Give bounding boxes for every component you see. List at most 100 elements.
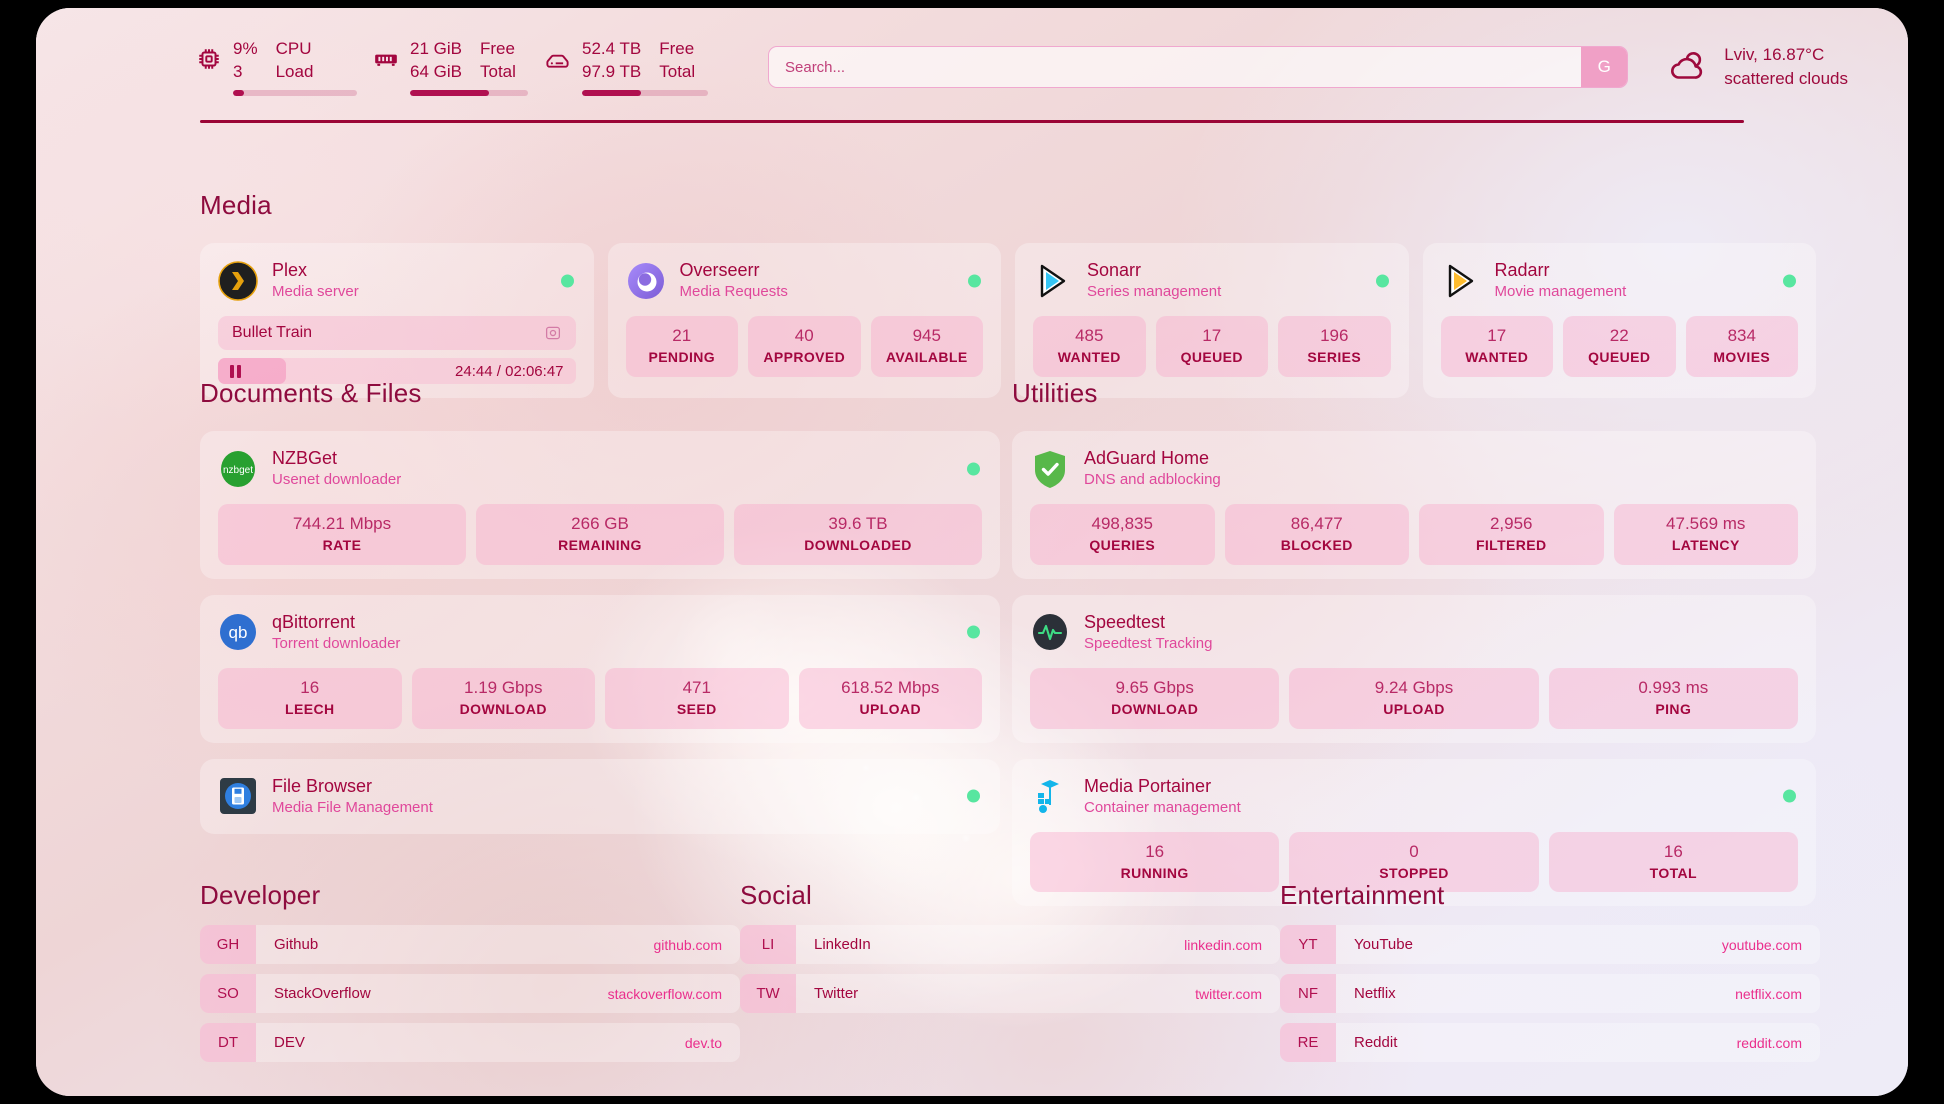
bookmark-item-linkedin[interactable]: LI LinkedIn linkedin.com: [740, 925, 1280, 964]
app-card-plex[interactable]: Plex Media server Bullet Train: [200, 243, 594, 399]
bookmark-title-entertainment: Entertainment: [1280, 880, 1445, 910]
now-playing-title: Bullet Train: [232, 324, 313, 342]
tile-value: 196: [1320, 326, 1349, 346]
tile-value: 1.19 Gbps: [464, 678, 543, 698]
tile-value: 39.6 TB: [828, 514, 888, 534]
radarr-icon: [1441, 261, 1481, 301]
tile-value: 945: [912, 326, 941, 346]
stat-tile: 22 QUEUED: [1563, 316, 1676, 377]
speedtest-icon: [1030, 612, 1070, 652]
app-card-file-browser[interactable]: File Browser Media File Management: [200, 758, 1000, 834]
app-sub-speedtest: Speedtest Tracking: [1084, 634, 1213, 652]
bookmark-item-reddit[interactable]: RE Reddit reddit.com: [1280, 1023, 1820, 1062]
stat-tile: 618.52 Mbps UPLOAD: [798, 668, 982, 729]
app-card-nzbget[interactable]: nzbget NZBGet Usenet downloader 744.21 M…: [200, 431, 1000, 579]
ram-icon: [373, 46, 399, 72]
stat-tile: 2,956 FILTERED: [1419, 504, 1604, 565]
tile-label: MOVIES: [1713, 349, 1771, 366]
section-utilities: Utilities AdGuard Home DNS and adblockin…: [1012, 378, 1816, 907]
playback-progress-bar[interactable]: [218, 358, 576, 385]
now-playing-row[interactable]: Bullet Train: [218, 316, 576, 351]
app-sub-overseerr: Media Requests: [679, 283, 788, 301]
app-name-radarr: Radarr: [1494, 260, 1550, 280]
bookmark-badge: DT: [200, 1023, 256, 1062]
stat-disk: 52.4 TB 97.9 TB Free Total: [544, 38, 724, 96]
tile-label: RUNNING: [1120, 864, 1189, 881]
pause-icon[interactable]: [230, 364, 241, 378]
stat-tile: 0.993 ms PING: [1548, 668, 1798, 729]
stat-tiles-adguard: 498,835 QUERIES 86,477 BLOCKED 2,956 FIL…: [1030, 504, 1798, 565]
app-name-media-portainer: Media Portainer: [1084, 775, 1212, 796]
app-card-speedtest[interactable]: Speedtest Speedtest Tracking 9.65 Gbps D…: [1012, 594, 1816, 743]
bookmark-item-dev[interactable]: DT DEV dev.to: [200, 1023, 740, 1062]
tile-label: LATENCY: [1671, 537, 1740, 554]
stat-tile: 744.21 Mbps RATE: [218, 504, 466, 565]
bookmark-name: Netflix: [1354, 985, 1396, 1002]
stat-cpu: 9% 3 CPU Load: [196, 38, 373, 96]
stat-tiles-speedtest: 9.65 Gbps DOWNLOAD 9.24 Gbps UPLOAD 0.99…: [1030, 668, 1798, 729]
stat-tile: 945 AVAILABLE: [870, 316, 983, 377]
tile-label: RATE: [322, 537, 362, 554]
tile-label: UPLOAD: [859, 701, 921, 718]
app-sub-file-browser: Media File Management: [272, 798, 433, 816]
bookmark-item-stackoverflow[interactable]: SO StackOverflow stackoverflow.com: [200, 974, 740, 1013]
app-card-adguard[interactable]: AdGuard Home DNS and adblocking 498,835 …: [1012, 431, 1816, 579]
stat-tile: 16 TOTAL: [1548, 831, 1798, 893]
tile-value: 17: [1487, 326, 1507, 346]
tile-value: 471: [682, 678, 711, 698]
stat-tile: 21 PENDING: [625, 316, 738, 377]
bookmark-item-youtube[interactable]: YT YouTube youtube.com: [1280, 925, 1820, 964]
status-badge-sonarr: [1375, 274, 1389, 288]
tile-value: 9.65 Gbps: [1115, 678, 1194, 698]
ram-label-top: Free: [479, 39, 515, 59]
playback-time: 24:44 / 02:06:47: [455, 362, 564, 380]
tile-label: DOWNLOAD: [459, 701, 547, 718]
bookmark-badge: LI: [740, 925, 796, 964]
bookmark-item-twitter[interactable]: TW Twitter twitter.com: [740, 974, 1280, 1013]
playback-controls[interactable]: 24:44 / 02:06:47: [218, 358, 576, 385]
cpu-icon: [196, 46, 222, 72]
stat-tile: 17 WANTED: [1440, 316, 1553, 377]
tile-value: 47.569 ms: [1666, 514, 1746, 534]
bookmark-url: reddit.com: [1736, 1034, 1802, 1051]
app-card-sonarr[interactable]: Sonarr Series management 485 WANTED 17 Q…: [1015, 243, 1409, 399]
app-name-file-browser: File Browser: [272, 775, 373, 796]
bookmark-group-entertainment: Entertainment YT YouTube youtube.com NF …: [1280, 880, 1820, 1062]
bookmark-url: netflix.com: [1735, 985, 1802, 1002]
weather-widget[interactable]: Lviv, 16.87°C scattered clouds: [1668, 43, 1848, 91]
nzbget-icon: nzbget: [218, 449, 258, 489]
tile-label: QUERIES: [1089, 537, 1156, 554]
tile-label: WANTED: [1465, 349, 1529, 366]
app-card-qbittorrent[interactable]: qb qBittorrent Torrent downloader 16 LEE…: [200, 594, 1000, 743]
stat-tile: 17 QUEUED: [1155, 316, 1268, 377]
bookmark-title-developer: Developer: [200, 880, 321, 910]
section-title-utilities: Utilities: [1012, 378, 1098, 408]
background-image: [36, 8, 1908, 1096]
app-card-overseerr[interactable]: Overseerr Media Requests 21 PENDING 40 A…: [607, 243, 1001, 399]
app-sub-adguard: DNS and adblocking: [1084, 471, 1221, 489]
bookmark-badge: GH: [200, 925, 256, 964]
app-name-plex: Plex: [272, 260, 308, 280]
stat-tile: 16 RUNNING: [1030, 831, 1280, 893]
search-submit-button[interactable]: G: [1581, 47, 1628, 87]
bookmark-item-github[interactable]: GH Github github.com: [200, 925, 740, 964]
tile-value: 16: [1145, 841, 1165, 861]
stat-tiles-radarr: 17 WANTED 22 QUEUED 834 MOVIES: [1440, 316, 1798, 377]
section-title-documents: Documents & Files: [200, 378, 422, 408]
cast-icon[interactable]: [544, 324, 562, 342]
app-card-media-portainer[interactable]: Media Portainer Container management 16 …: [1012, 758, 1816, 907]
stat-tile: 1.19 Gbps DOWNLOAD: [411, 668, 595, 729]
app-name-overseerr: Overseerr: [679, 260, 760, 280]
app-sub-media-portainer: Container management: [1084, 798, 1241, 816]
tile-value: 485: [1075, 326, 1104, 346]
disk-usage-bar: [582, 89, 708, 96]
bookmark-url: dev.to: [684, 1034, 722, 1051]
app-card-radarr[interactable]: Radarr Movie management 17 WANTED 22 QUE…: [1422, 243, 1816, 399]
bookmark-item-netflix[interactable]: NF Netflix netflix.com: [1280, 974, 1820, 1013]
search-input[interactable]: [769, 47, 1582, 87]
ram-usage-bar: [410, 89, 528, 96]
tile-value: 618.52 Mbps: [841, 678, 940, 698]
ram-total-value: 64 GiB: [410, 61, 462, 81]
ram-free-value: 21 GiB: [410, 39, 462, 59]
search-bar[interactable]: G: [768, 46, 1629, 88]
